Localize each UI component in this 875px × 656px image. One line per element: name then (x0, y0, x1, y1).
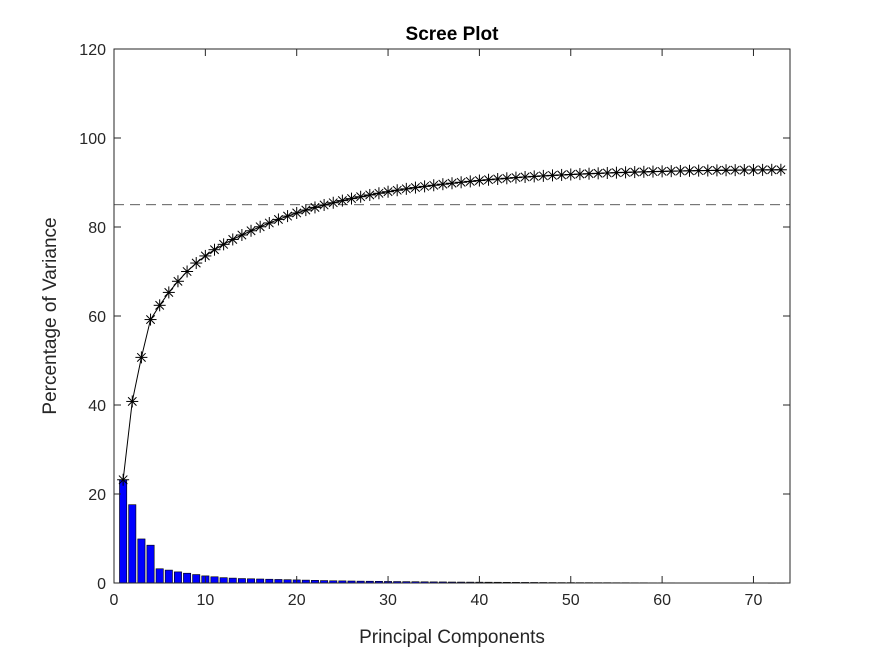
x-tick-label: 40 (471, 592, 489, 609)
x-tick-label: 50 (562, 592, 580, 609)
asterisk-marker (190, 257, 203, 270)
asterisk-marker (171, 275, 184, 288)
variance-bar (256, 578, 265, 584)
x-tick-label: 0 (110, 592, 119, 609)
y-axis-label: Percentage of Variance (40, 217, 61, 414)
y-tick-label: 60 (88, 309, 106, 326)
asterisk-marker (683, 164, 696, 177)
y-axis-ticks: 0 20 40 60 80 100 120 (79, 42, 790, 593)
y-tick-label: 20 (88, 487, 106, 504)
asterisk-marker (135, 351, 148, 364)
asterisk-marker (126, 395, 139, 408)
asterisk-marker (235, 229, 248, 242)
asterisk-marker (299, 204, 312, 217)
asterisk-marker (573, 168, 586, 181)
variance-bar (119, 479, 128, 584)
asterisk-marker (491, 172, 504, 185)
asterisk-marker (254, 220, 267, 233)
asterisk-marker (272, 213, 285, 226)
asterisk-marker (519, 170, 532, 183)
asterisk-marker (208, 243, 221, 256)
asterisk-marker (217, 238, 230, 251)
asterisk-marker (427, 179, 440, 192)
variance-bar (219, 577, 228, 584)
x-tick-label: 30 (379, 592, 397, 609)
asterisk-marker (482, 173, 495, 186)
variance-bar (164, 569, 173, 584)
variance-bar (228, 577, 237, 584)
x-axis-label: Principal Components (359, 627, 545, 648)
variance-bar (146, 544, 155, 584)
asterisk-marker (153, 299, 166, 312)
asterisk-marker (290, 206, 303, 219)
asterisk-marker (327, 196, 340, 209)
x-tick-label: 10 (196, 592, 214, 609)
variance-bar (283, 579, 292, 584)
asterisk-marker (473, 174, 486, 187)
asterisk-marker (409, 181, 422, 194)
variance-bar (237, 578, 246, 584)
variance-bar (265, 578, 274, 584)
chart-title: Scree Plot (406, 24, 500, 45)
variance-bar (173, 571, 182, 584)
asterisk-marker (245, 224, 258, 237)
plot-area (114, 49, 790, 583)
asterisk-marker (628, 166, 641, 179)
asterisk-marker (318, 198, 331, 211)
variance-bar (274, 579, 283, 584)
asterisk-marker (345, 192, 358, 205)
cumulative-variance-series (117, 163, 787, 486)
asterisk-marker (117, 473, 130, 486)
asterisk-marker (226, 233, 239, 246)
y-tick-label: 100 (79, 131, 106, 148)
asterisk-marker (199, 249, 212, 262)
variance-bar (155, 568, 164, 584)
asterisk-marker (382, 185, 395, 198)
asterisk-marker (263, 216, 276, 229)
asterisk-marker (418, 180, 431, 193)
y-tick-label: 80 (88, 220, 106, 237)
asterisk-marker (528, 170, 541, 183)
asterisk-marker (509, 171, 522, 184)
y-tick-label: 120 (79, 42, 106, 59)
y-tick-label: 40 (88, 398, 106, 415)
asterisk-marker (500, 172, 513, 185)
variance-bar (247, 578, 255, 584)
variance-bar (192, 574, 201, 584)
asterisk-marker (464, 175, 477, 188)
x-tick-label: 20 (288, 592, 306, 609)
asterisk-marker (391, 184, 404, 197)
asterisk-marker (765, 163, 778, 176)
asterisk-marker (455, 176, 468, 189)
asterisk-marker (162, 286, 175, 299)
asterisk-marker (281, 210, 294, 223)
y-tick-label: 0 (97, 576, 106, 593)
asterisk-marker (181, 265, 194, 278)
asterisk-marker (336, 194, 349, 207)
variance-bar (210, 576, 219, 584)
asterisk-marker (144, 313, 157, 326)
asterisk-marker (446, 177, 458, 190)
x-tick-label: 60 (653, 592, 671, 609)
asterisk-marker (354, 190, 367, 203)
asterisk-marker (363, 188, 376, 201)
variance-bar (183, 572, 192, 584)
x-axis-ticks: 0 10 20 30 40 50 60 70 (110, 49, 763, 609)
asterisk-marker (774, 163, 787, 176)
asterisk-marker (372, 187, 385, 200)
asterisk-marker (400, 182, 413, 195)
variance-bar (137, 538, 146, 584)
asterisk-marker (308, 201, 321, 214)
x-tick-label: 70 (745, 592, 763, 609)
variance-bar (128, 504, 137, 584)
asterisk-marker (436, 178, 449, 191)
